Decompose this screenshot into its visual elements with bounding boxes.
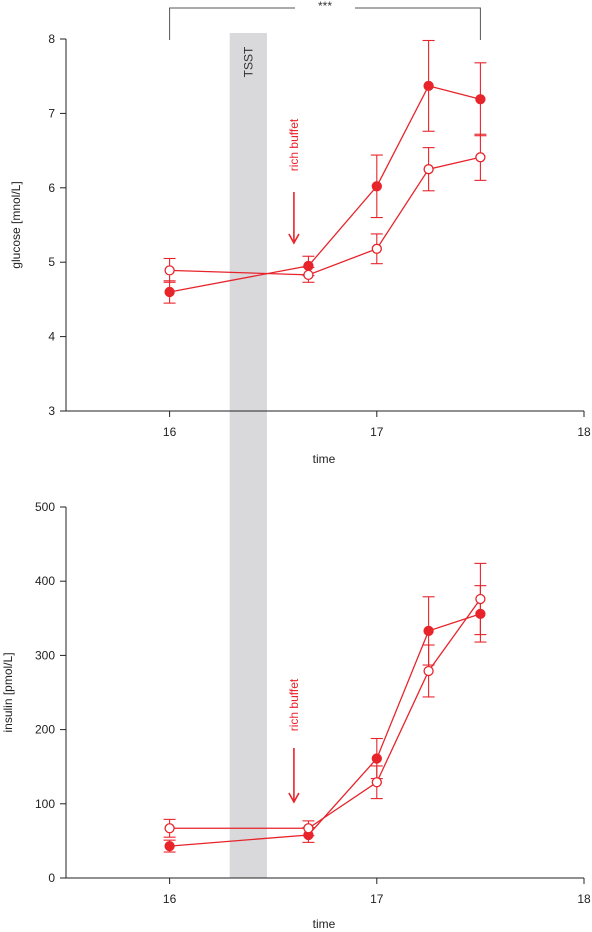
tsst-band — [229, 33, 267, 878]
glucose-x-tick-label: 18 — [577, 425, 591, 439]
insulin-filled-point — [164, 840, 175, 852]
glucose-filled-point — [164, 286, 175, 298]
glucose-y-tick-label: 6 — [48, 181, 55, 195]
significance-bracket-line — [169, 7, 481, 40]
insulin-x-tick-label: 17 — [370, 892, 384, 906]
glucose-open-point — [423, 164, 434, 175]
insulin-x-ticks: 16 17 18 — [163, 878, 591, 906]
insulin-y-tick-label: 300 — [35, 648, 55, 662]
glucose-panel: time glucose [mnol/L] 3 4 5 6 7 8 16 17 18 rich… — [9, 32, 591, 466]
glucose-open-point — [164, 265, 175, 276]
insulin-filled-point — [423, 625, 434, 637]
insulin-y-tick-label: 400 — [35, 574, 55, 588]
glucose-y-tick-label: 7 — [48, 106, 55, 120]
glucose-series — [163, 39, 487, 304]
glucose-y-label: glucose [mnol/L] — [9, 181, 23, 268]
insulin-x-tick-label: 16 — [163, 892, 177, 906]
glucose-x-tick-label: 17 — [370, 425, 384, 439]
insulin-y-tick-label: 500 — [35, 500, 55, 514]
glucose-x-tick-label: 16 — [163, 425, 177, 439]
insulin-meal-arrow: rich buffet — [287, 678, 301, 804]
insulin-series-open-line — [169, 598, 481, 829]
glucose-open-point — [371, 243, 382, 254]
glucose-open-point — [303, 269, 314, 280]
insulin-y-tick-label: 200 — [35, 723, 55, 737]
glucose-meal-arrow: rich buffet — [287, 118, 301, 245]
significance-bracket: *** — [169, 0, 481, 40]
glucose-filled-point — [423, 80, 434, 92]
insulin-series — [163, 562, 487, 853]
significance-label: *** — [318, 0, 332, 13]
glucose-filled-point — [371, 181, 382, 192]
glucose-series-filled-line — [169, 85, 481, 293]
insulin-series-filled-line — [169, 613, 481, 847]
glucose-y-tick-label: 4 — [48, 330, 55, 344]
insulin-y-label: insulin [pmol/L] — [1, 652, 15, 732]
glucose-x-ticks: 16 17 18 — [163, 411, 591, 439]
insulin-open-point — [475, 593, 486, 605]
insulin-open-point — [423, 665, 434, 677]
glucose-y-ticks: 3 4 5 6 7 8 — [48, 32, 66, 418]
insulin-panel: time insulin [pmol/L] 0 100 200 300 400 500 1… — [1, 500, 591, 931]
glucose-y-tick-label: 8 — [48, 32, 55, 46]
insulin-x-label: time — [313, 917, 336, 931]
insulin-filled-point — [371, 753, 382, 764]
insulin-open-point — [164, 823, 175, 834]
tsst-label: TSST — [241, 46, 255, 77]
glucose-series-open-line — [169, 156, 481, 276]
insulin-open-point — [303, 823, 314, 834]
insulin-meal-label: rich buffet — [287, 678, 301, 731]
insulin-y-tick-label: 0 — [48, 871, 55, 885]
glucose-y-tick-label: 3 — [48, 404, 55, 418]
glucose-y-tick-label: 5 — [48, 255, 55, 269]
insulin-open-point — [371, 777, 382, 788]
glucose-meal-arrow-head — [288, 233, 300, 245]
glucose-open-point — [475, 152, 486, 163]
insulin-x-tick-label: 18 — [577, 892, 591, 906]
insulin-meal-arrow-head — [288, 792, 300, 804]
glucose-meal-label: rich buffet — [287, 118, 301, 171]
insulin-y-tick-label: 100 — [35, 797, 55, 811]
glucose-filled-point — [475, 94, 486, 105]
insulin-y-ticks: 0 100 200 300 400 500 — [35, 500, 66, 885]
glucose-x-label: time — [313, 452, 336, 466]
